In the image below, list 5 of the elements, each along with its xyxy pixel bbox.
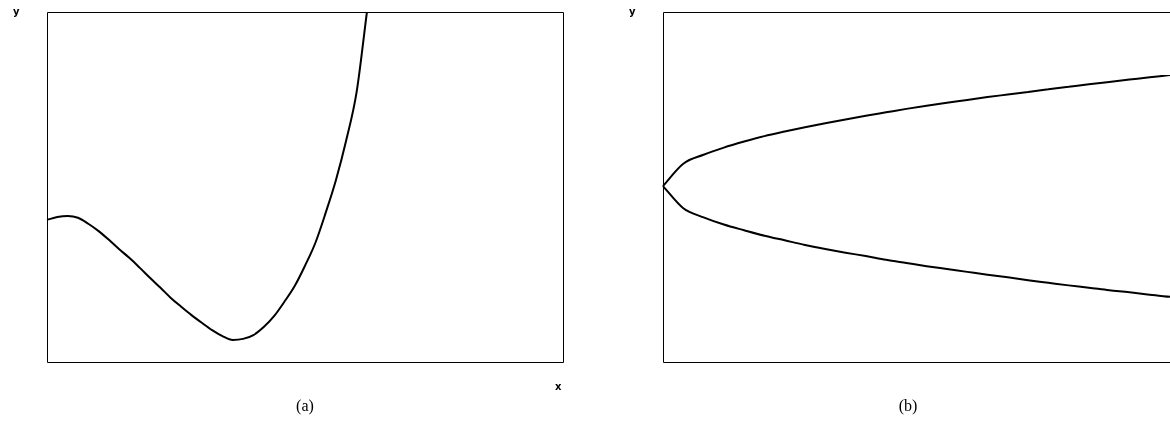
text: (b) bbox=[897, 397, 919, 415]
x-axis-title: x bbox=[555, 381, 562, 392]
y-axis-title: y bbox=[629, 6, 636, 17]
y-axis-title: y bbox=[13, 6, 20, 17]
text: (a) bbox=[295, 397, 315, 415]
